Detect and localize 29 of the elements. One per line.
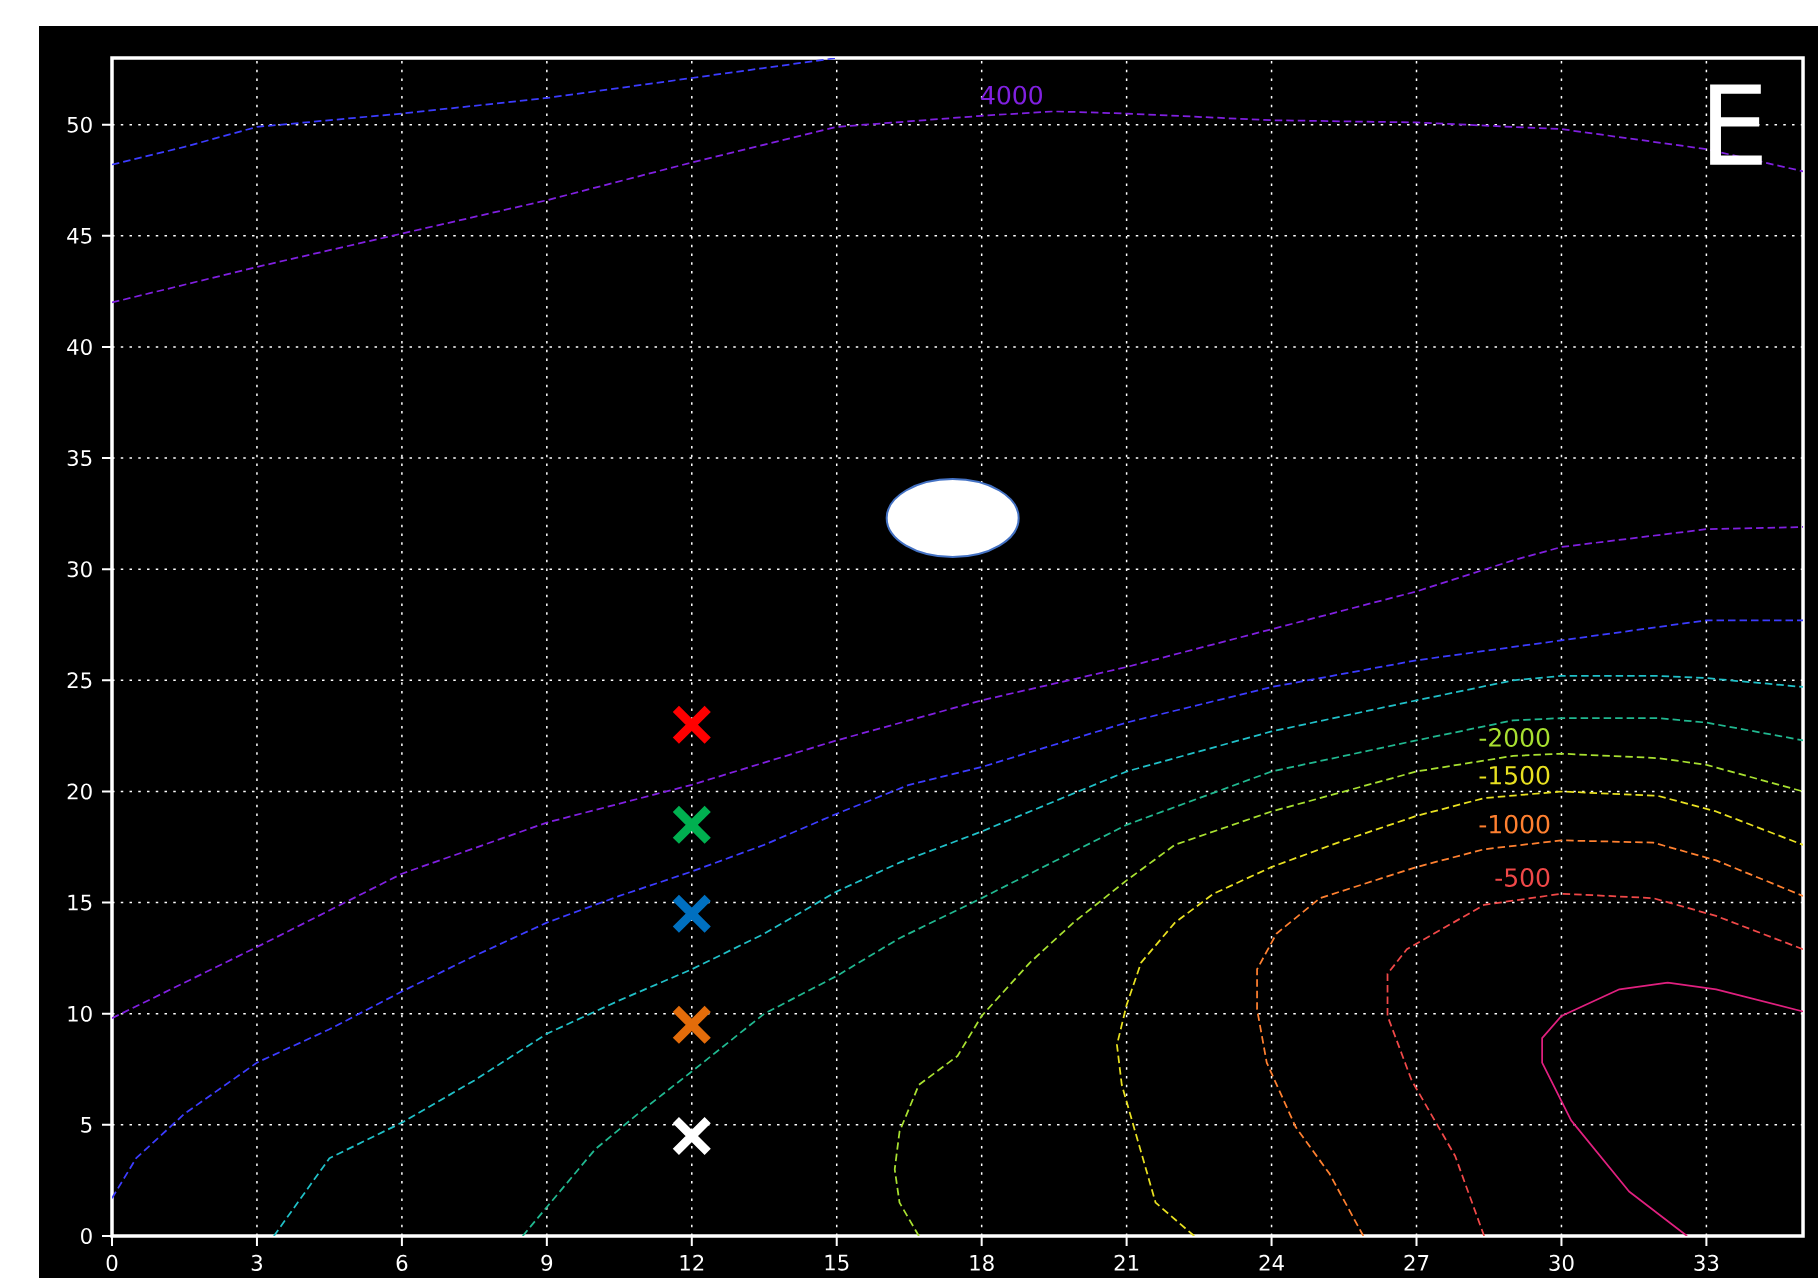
y-tick-label: 20 <box>67 783 92 800</box>
y-tick-label: 15 <box>68 894 92 911</box>
y-tick-label: 10 <box>68 1005 92 1022</box>
x-tick-label: 0 <box>106 1254 118 1271</box>
annotation: E <box>1710 84 1762 165</box>
y-tick-label: 35 <box>67 450 92 467</box>
x-tick-label: 27 <box>1404 1254 1429 1271</box>
series-label: 4000 <box>981 85 1042 105</box>
x-tick-label: 9 <box>541 1254 553 1271</box>
x-tick-label: 24 <box>1259 1254 1284 1271</box>
y-tick-label: 5 <box>81 1116 92 1133</box>
y-tick-label: 30 <box>67 561 92 578</box>
series-label: -2000 <box>1479 727 1550 747</box>
series-label: -1500 <box>1479 765 1550 785</box>
x-tick-label: 30 <box>1549 1254 1574 1271</box>
x-tick-label: 33 <box>1694 1254 1719 1271</box>
x-tick-label: 18 <box>970 1254 994 1271</box>
x-tick-label: 21 <box>1114 1254 1139 1271</box>
series-label: -1000 <box>1479 814 1550 834</box>
x-tick-label: 15 <box>825 1254 849 1271</box>
y-tick-label: 45 <box>67 227 92 244</box>
y-tick-label: 40 <box>67 338 92 355</box>
x-tick-label: 3 <box>251 1254 262 1271</box>
y-tick-label: 0 <box>81 1227 92 1245</box>
x-tick-label: 12 <box>680 1254 704 1271</box>
x-tick-label: 6 <box>396 1254 408 1271</box>
y-tick-label: 25 <box>67 672 92 689</box>
y-tick-label: 50 <box>67 116 92 133</box>
series-label: -500 <box>1495 868 1550 887</box>
